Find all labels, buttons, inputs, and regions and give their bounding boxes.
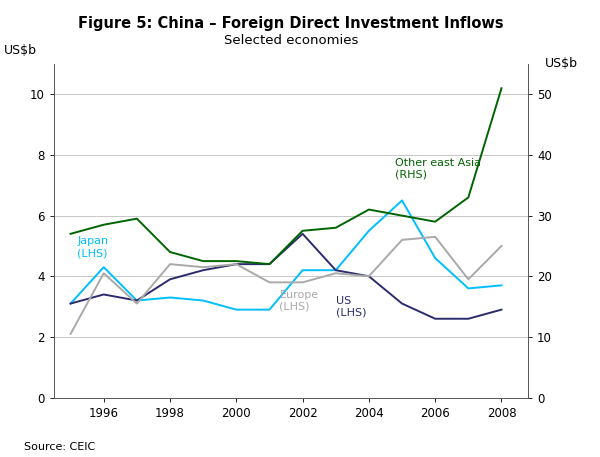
Text: Selected economies: Selected economies (224, 34, 358, 47)
Y-axis label: US$b: US$b (545, 57, 578, 70)
Text: US
(LHS): US (LHS) (336, 296, 366, 318)
Text: Europe
(LHS): Europe (LHS) (280, 290, 319, 312)
Text: Japan
(LHS): Japan (LHS) (77, 236, 109, 258)
Text: Other east Asia
(RHS): Other east Asia (RHS) (395, 158, 481, 179)
Y-axis label: US$b: US$b (4, 44, 37, 57)
Text: Source: CEIC: Source: CEIC (24, 442, 95, 452)
Text: Figure 5: China – Foreign Direct Investment Inflows: Figure 5: China – Foreign Direct Investm… (78, 16, 504, 31)
